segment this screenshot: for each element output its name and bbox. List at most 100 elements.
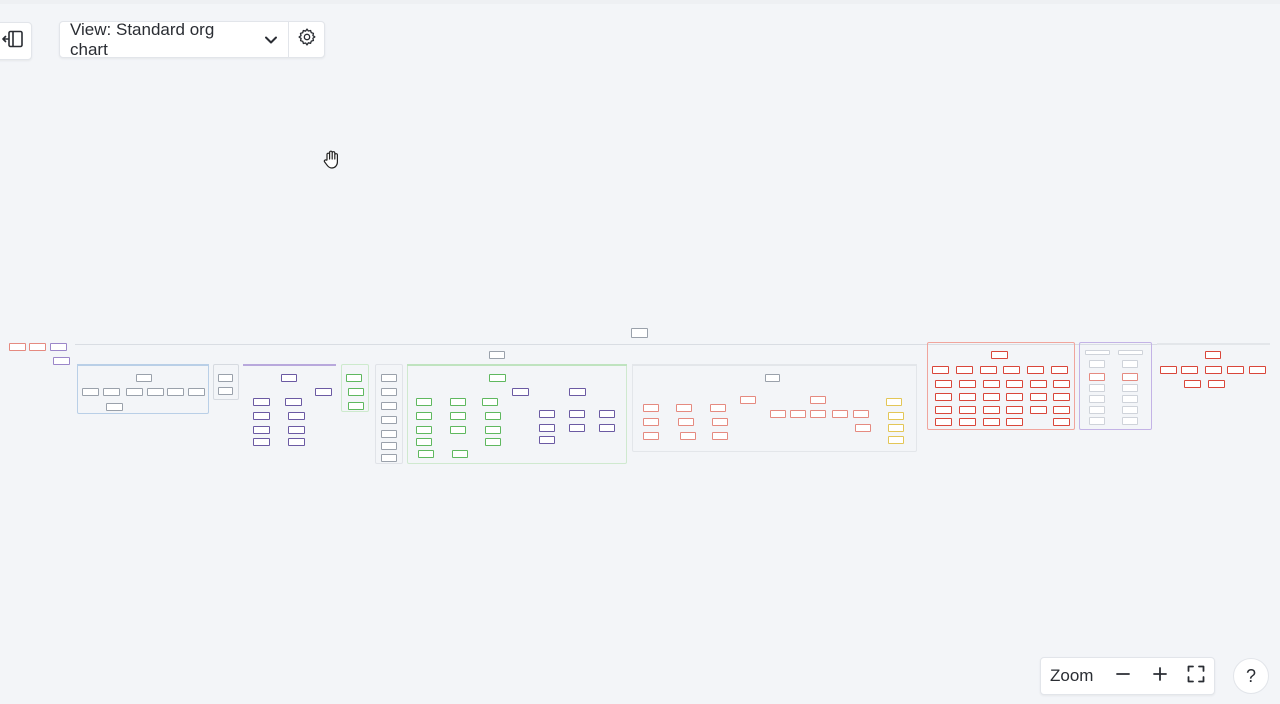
org-node[interactable] — [832, 410, 848, 418]
org-node[interactable] — [980, 366, 997, 374]
org-node[interactable] — [1122, 395, 1138, 403]
org-node[interactable] — [1122, 417, 1138, 425]
fit-to-screen-button[interactable] — [1178, 658, 1214, 694]
org-node[interactable] — [285, 398, 302, 406]
org-department-group[interactable] — [927, 342, 1075, 430]
org-department-group[interactable] — [213, 364, 239, 400]
org-node[interactable] — [1085, 350, 1110, 355]
org-node[interactable] — [959, 393, 976, 401]
org-node[interactable] — [1089, 406, 1105, 414]
org-node[interactable] — [1030, 393, 1047, 401]
org-node[interactable] — [959, 380, 976, 388]
org-node[interactable] — [1249, 366, 1266, 374]
org-node[interactable] — [1053, 418, 1070, 426]
zoom-out-button[interactable] — [1105, 658, 1141, 694]
org-node[interactable] — [888, 436, 904, 444]
org-node[interactable] — [416, 398, 432, 406]
org-node[interactable] — [288, 426, 305, 434]
org-node[interactable] — [1003, 366, 1020, 374]
org-node[interactable] — [416, 438, 432, 446]
org-node[interactable] — [450, 398, 466, 406]
org-node[interactable] — [1089, 373, 1105, 381]
org-node[interactable] — [381, 442, 397, 450]
org-node[interactable] — [959, 406, 976, 414]
org-node[interactable] — [539, 436, 555, 444]
org-node[interactable] — [136, 374, 152, 382]
org-node[interactable] — [539, 424, 555, 432]
org-node[interactable] — [485, 438, 501, 446]
org-node[interactable] — [1053, 406, 1070, 414]
org-node[interactable] — [1227, 366, 1244, 374]
org-node[interactable] — [1089, 384, 1105, 392]
org-department-group[interactable] — [1079, 342, 1152, 430]
org-node[interactable] — [765, 374, 780, 382]
org-node[interactable] — [1089, 395, 1105, 403]
org-node[interactable] — [676, 404, 692, 412]
org-node[interactable] — [1053, 393, 1070, 401]
org-node[interactable] — [288, 438, 305, 446]
org-node[interactable] — [810, 410, 826, 418]
org-node[interactable] — [1030, 380, 1047, 388]
org-node[interactable] — [935, 406, 952, 414]
org-node[interactable] — [381, 402, 397, 410]
org-node[interactable] — [1208, 380, 1225, 388]
org-node[interactable] — [346, 374, 362, 382]
org-node[interactable] — [539, 410, 555, 418]
org-node[interactable] — [315, 388, 332, 396]
org-node[interactable] — [1006, 393, 1023, 401]
org-node[interactable] — [416, 412, 432, 420]
zoom-in-button[interactable] — [1141, 658, 1177, 694]
org-node[interactable] — [418, 450, 434, 458]
org-node[interactable] — [888, 424, 904, 432]
org-node[interactable] — [599, 424, 615, 432]
org-node[interactable] — [888, 412, 904, 420]
org-node[interactable] — [886, 398, 902, 406]
org-node[interactable] — [1205, 366, 1222, 374]
org-node[interactable] — [678, 418, 694, 426]
org-node[interactable] — [416, 426, 432, 434]
org-node[interactable] — [253, 412, 270, 420]
org-node[interactable] — [126, 388, 143, 396]
org-node[interactable] — [740, 396, 756, 404]
org-node[interactable] — [288, 412, 305, 420]
org-chart-canvas[interactable] — [0, 320, 1280, 480]
org-node[interactable] — [1181, 366, 1198, 374]
org-node[interactable] — [1006, 406, 1023, 414]
org-node[interactable] — [932, 366, 949, 374]
org-node-root[interactable] — [631, 328, 648, 338]
org-node[interactable] — [9, 343, 26, 351]
org-node[interactable] — [1184, 380, 1201, 388]
view-settings-button[interactable] — [288, 22, 324, 57]
org-node[interactable] — [1118, 350, 1143, 355]
org-node[interactable] — [712, 418, 728, 426]
org-node[interactable] — [1205, 351, 1221, 359]
org-node[interactable] — [855, 424, 871, 432]
org-node[interactable] — [450, 412, 466, 420]
org-node[interactable] — [991, 351, 1008, 359]
org-node[interactable] — [569, 424, 585, 432]
org-node[interactable] — [381, 374, 397, 382]
org-node[interactable] — [1122, 384, 1138, 392]
org-node[interactable] — [1027, 366, 1044, 374]
org-department-group[interactable] — [407, 364, 627, 464]
org-node[interactable] — [853, 410, 869, 418]
org-node[interactable] — [1053, 380, 1070, 388]
org-node[interactable] — [103, 388, 120, 396]
org-node[interactable] — [381, 454, 397, 462]
org-node[interactable] — [1122, 406, 1138, 414]
org-node[interactable] — [485, 412, 501, 420]
org-node[interactable] — [452, 450, 468, 458]
org-node[interactable] — [1006, 418, 1023, 426]
org-node[interactable] — [599, 410, 615, 418]
org-node[interactable] — [167, 388, 184, 396]
org-node[interactable] — [381, 388, 397, 396]
org-node[interactable] — [188, 388, 205, 396]
org-node[interactable] — [512, 388, 529, 396]
org-node[interactable] — [935, 393, 952, 401]
org-node[interactable] — [569, 410, 585, 418]
org-node[interactable] — [485, 426, 501, 434]
org-node[interactable] — [53, 357, 70, 365]
org-department-group[interactable] — [341, 364, 369, 412]
org-node[interactable] — [218, 387, 233, 395]
org-node[interactable] — [959, 418, 976, 426]
